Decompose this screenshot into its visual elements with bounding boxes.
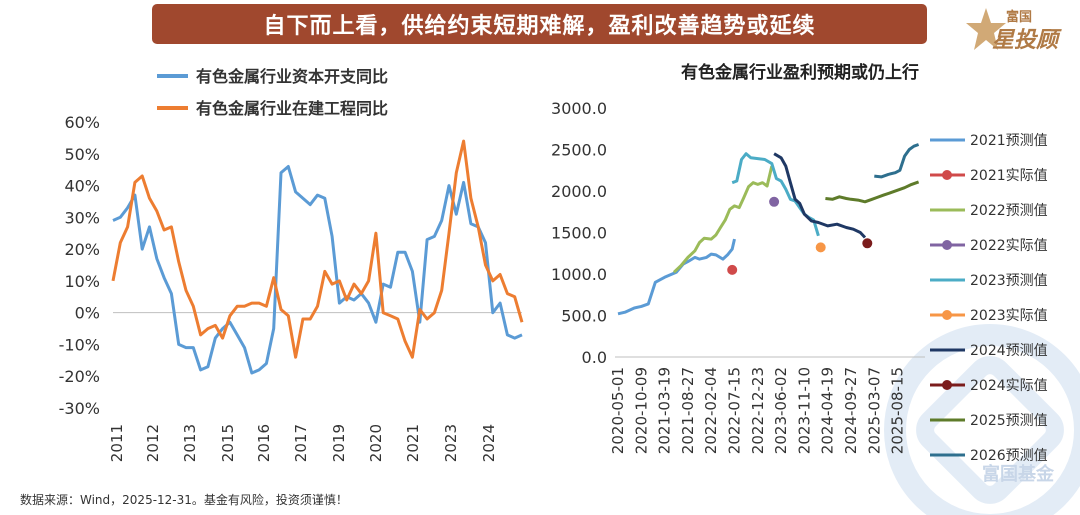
legend-label: 2025预测值 xyxy=(970,413,1048,429)
y-tick-label: 10% xyxy=(64,272,100,291)
legend-marker xyxy=(942,380,952,390)
legend-label: 2021预测值 xyxy=(970,133,1048,149)
x-tick-label: 2022-02-04 xyxy=(702,367,720,454)
series-line xyxy=(672,165,774,274)
x-tick-label: 2020-05-01 xyxy=(609,367,627,454)
series-line-capex xyxy=(112,165,523,375)
x-tick-label: 2016 xyxy=(255,424,273,462)
logo-line2: 星投顾 xyxy=(992,28,1059,53)
watermark-text: 富国基金 xyxy=(982,463,1055,485)
series-line-construction xyxy=(111,139,524,359)
series-point xyxy=(769,196,780,207)
legend-label: 2024实际值 xyxy=(970,378,1048,394)
x-tick-label: 2024-04-19 xyxy=(819,367,837,454)
series-line xyxy=(825,180,920,204)
x-tick-label: 2019 xyxy=(330,424,348,462)
y-tick-label: 30% xyxy=(64,208,100,227)
x-tick-label: 2023 xyxy=(442,424,460,462)
x-tick-label: 2025-03-07 xyxy=(865,367,883,454)
x-tick-label: 2011 xyxy=(108,424,126,462)
legend-marker xyxy=(942,310,952,320)
x-tick-label: 2012 xyxy=(144,424,162,462)
x-tick-label: 2024 xyxy=(480,424,498,462)
watermark: 富国基金 xyxy=(884,324,1080,515)
watermark-diamond-icon xyxy=(916,356,1064,504)
y-tick-label: 500.0 xyxy=(561,307,607,326)
series-line xyxy=(874,143,920,179)
y-tick-label: 1000.0 xyxy=(551,265,607,284)
y-tick-label: 2000.0 xyxy=(551,182,607,201)
legend-label: 2022实际值 xyxy=(970,238,1048,254)
legend-label: 有色金属行业在建工程同比 xyxy=(196,99,388,118)
x-tick-label: 2015 xyxy=(219,424,237,462)
y-tick-label: 3000.0 xyxy=(551,99,607,118)
series-point xyxy=(727,264,738,275)
source-note: 数据来源：Wind，2025-12-31。基金有风险，投资须谨慎！ xyxy=(20,493,348,507)
y-tick-label: 2500.0 xyxy=(551,141,607,160)
y-tick-label: 1500.0 xyxy=(551,224,607,243)
y-tick-label: -20% xyxy=(59,367,100,386)
x-tick-label: 2020 xyxy=(367,424,385,462)
y-tick-label: 20% xyxy=(64,240,100,259)
legend-label: 2021实际值 xyxy=(970,168,1048,184)
legend-label: 有色金属行业资本开支同比 xyxy=(196,67,388,86)
x-tick-label: 2025-08-15 xyxy=(889,367,907,454)
legend-label: 2023预测值 xyxy=(970,273,1048,289)
x-tick-label: 2021-03-19 xyxy=(656,367,674,454)
x-tick-label: 2021-08-27 xyxy=(679,367,697,454)
y-tick-label: -10% xyxy=(59,335,100,354)
x-tick-label: 2021 xyxy=(404,424,422,462)
series-point xyxy=(815,242,826,253)
left-chart: 60% 50% 40% 30% 20% 10% 0% -10% -20% -30% 2011 2012… xyxy=(59,67,524,462)
x-tick-label: 2022-12-23 xyxy=(749,367,767,454)
banner-title: 自下而上看，供给约束短期难解，盈利改善趋势或延续 xyxy=(152,4,927,44)
watermark-ring-icon xyxy=(884,324,1080,515)
legend-label: 2026预测值 xyxy=(970,448,1048,464)
legend-marker xyxy=(942,240,952,250)
brand-logo: 富国 星投顾 xyxy=(966,4,1076,56)
legend-marker xyxy=(942,170,952,180)
x-tick-label: 2024-09-27 xyxy=(842,367,860,454)
x-tick-label: 2020-10-09 xyxy=(632,367,650,454)
right-chart: 有色金属行业盈利预期或仍上行 3000.0 2500.0 2000.0 1500.0 10… xyxy=(551,62,1048,464)
logo-line1: 富国 xyxy=(1006,10,1033,25)
x-tick-label: 2017 xyxy=(292,424,310,462)
y-tick-label: 50% xyxy=(64,145,100,164)
series-point xyxy=(862,238,873,249)
y-tick-label: 0.0 xyxy=(582,348,607,367)
legend-label: 2024预测值 xyxy=(970,343,1048,359)
star-logo-icon xyxy=(966,8,1006,50)
y-tick-label: 0% xyxy=(75,304,100,323)
x-tick-label: 2022-07-15 xyxy=(726,367,744,454)
y-tick-label: -30% xyxy=(59,399,100,418)
legend-label: 2023实际值 xyxy=(970,308,1048,324)
y-tick-label: 40% xyxy=(64,177,100,196)
series-line xyxy=(773,152,867,239)
right-chart-title: 有色金属行业盈利预期或仍上行 xyxy=(681,62,919,83)
legend-label: 2022预测值 xyxy=(970,203,1048,219)
x-tick-label: 2013 xyxy=(181,424,199,462)
x-tick-label: 2023-11-10 xyxy=(795,367,813,454)
x-tick-label: 2023-06-02 xyxy=(772,367,790,454)
series-line xyxy=(617,238,736,316)
y-tick-label: 60% xyxy=(64,113,100,132)
